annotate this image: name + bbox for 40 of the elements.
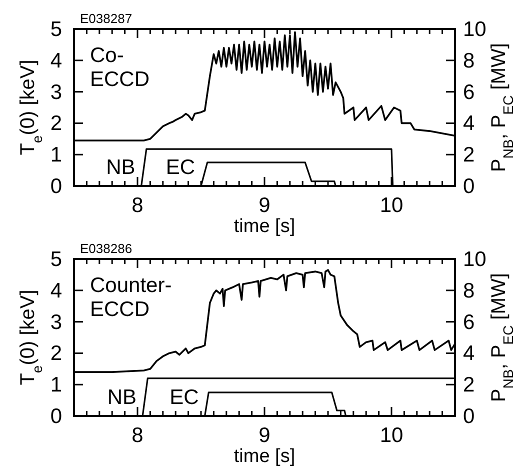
y2-tick-label: 6 xyxy=(463,310,475,334)
x-tick-label: 9 xyxy=(258,424,270,447)
x-tick-label: 8 xyxy=(132,194,144,217)
y2-tick-label: 4 xyxy=(463,112,475,136)
x-tick-label: 10 xyxy=(380,424,404,447)
y2-tick-label: 10 xyxy=(463,18,486,41)
y-tick-label: 0 xyxy=(50,175,62,198)
y-tick-label: 5 xyxy=(50,248,62,271)
y-tick-label: 3 xyxy=(50,80,62,104)
series-label: NB xyxy=(106,156,136,179)
y-tick-label: 3 xyxy=(50,310,62,334)
y2-tick-label: 8 xyxy=(463,49,475,72)
y-tick-label: 2 xyxy=(50,342,62,366)
y2-tick-label: 2 xyxy=(463,374,475,397)
y2-tick-label: 2 xyxy=(463,144,475,167)
y2-tick-label: 4 xyxy=(463,342,475,366)
y-tick-label: 2 xyxy=(50,112,62,136)
y-tick-label: 4 xyxy=(50,49,62,72)
y-tick-label: 0 xyxy=(50,405,62,428)
x-axis-title: time [s] xyxy=(234,446,296,467)
annotation: Co-ECCD xyxy=(90,44,150,91)
series-label: EC xyxy=(170,386,199,409)
y2-tick-label: 0 xyxy=(463,175,475,198)
y-tick-label: 1 xyxy=(50,374,62,397)
y-tick-label: 1 xyxy=(50,144,62,167)
x-tick-label: 10 xyxy=(380,194,404,217)
annotation: Counter-ECCD xyxy=(90,274,172,321)
series-label: NB xyxy=(107,386,137,409)
x-tick-label: 8 xyxy=(132,424,144,447)
chart-title: E038286 xyxy=(80,241,132,256)
y-tick-label: 5 xyxy=(50,18,62,41)
y2-tick-label: 6 xyxy=(463,80,475,104)
y2-tick-label: 0 xyxy=(463,405,475,428)
chart-title: E038287 xyxy=(80,11,132,26)
y2-tick-label: 10 xyxy=(463,248,486,271)
y-tick-label: 4 xyxy=(50,279,62,302)
x-tick-label: 9 xyxy=(258,194,270,217)
series-label: EC xyxy=(166,156,195,179)
x-axis-title: time [s] xyxy=(234,216,296,237)
y2-tick-label: 8 xyxy=(463,279,475,302)
